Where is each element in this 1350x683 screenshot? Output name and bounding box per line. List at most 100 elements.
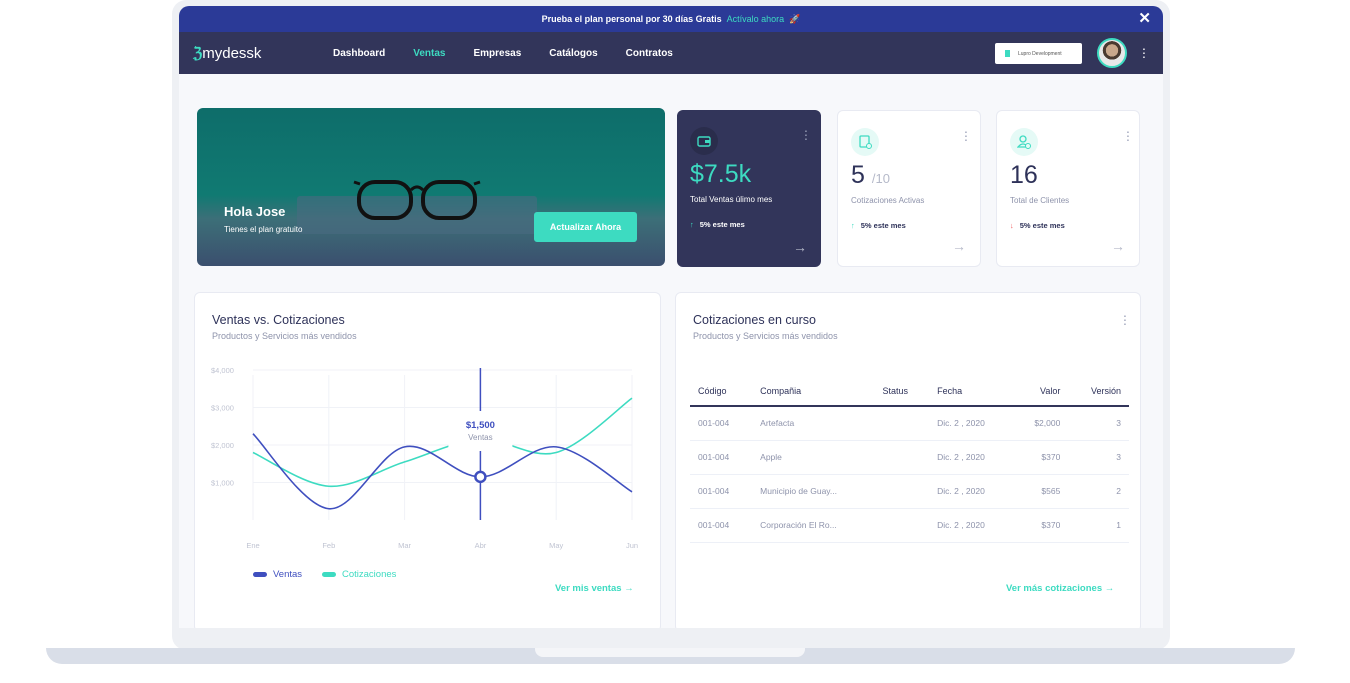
table-row[interactable]: 001-004 Artefacta Dic. 2 , 2020 $2,000 3	[690, 406, 1129, 441]
legend-item-ventas[interactable]: Ventas	[253, 569, 302, 580]
arrow-up-icon: ↑	[690, 220, 694, 229]
logo-mark: ℨ	[193, 45, 203, 62]
table-cell: Apple	[752, 440, 875, 475]
laptop-notch	[535, 648, 805, 657]
y-tick-label: $2,000	[211, 441, 234, 450]
table-row[interactable]: 001-004 Municipio de Guay... Dic. 2 , 2020…	[690, 474, 1129, 509]
panel-title: Ventas vs. Cotizaciones	[212, 313, 345, 327]
y-tick-label: $3,000	[211, 404, 234, 413]
user-icon	[1010, 128, 1038, 156]
y-tick-label: $4,000	[211, 366, 234, 375]
plan-text: Tienes el plan gratuito	[224, 225, 303, 234]
arrow-right-icon[interactable]: →	[1111, 238, 1125, 254]
table-cell: Dic. 2 , 2020	[929, 474, 1014, 509]
card-ventas: · · · $7.5k Total Ventas úlimo mes ↑ 5% est…	[677, 110, 821, 267]
legend-swatch	[322, 572, 336, 577]
table-cell: $2,000	[1013, 406, 1069, 441]
promo-banner: Prueba el plan personal por 30 días Grat…	[179, 6, 1163, 32]
greeting: Hola Jose	[224, 204, 286, 219]
card-label: Total Ventas úlimo mes	[690, 195, 773, 204]
x-tick-label: Abr	[475, 541, 487, 550]
card-trend: ↑ 5% este mes	[851, 221, 906, 230]
view-sales-link[interactable]: Ver mis ventas →	[555, 583, 634, 594]
close-icon[interactable]: ✕	[1138, 10, 1151, 27]
x-tick-label: Mar	[398, 541, 411, 550]
document-icon	[851, 128, 879, 156]
arrow-right-icon: →	[1104, 583, 1115, 594]
more-menu-icon[interactable]: · · ·	[1141, 40, 1147, 64]
series-line-cotizaciones	[252, 397, 633, 488]
card-label: Total de Clientes	[1010, 196, 1070, 205]
table-cell: 001-004	[690, 474, 753, 509]
col-header[interactable]: Fecha	[929, 377, 1014, 407]
quotes-table: Código Compañia Status Fecha Valor Versi…	[690, 377, 1129, 543]
arrow-down-icon: ↓	[1010, 221, 1014, 230]
org-selector[interactable]: Lupro Development	[995, 43, 1082, 64]
col-header[interactable]: Status	[874, 377, 930, 407]
welcome-banner: Hola Jose Tienes el plan gratuito Actual…	[197, 108, 665, 266]
col-header[interactable]: Valor	[1013, 377, 1069, 407]
nav-item-contratos[interactable]: Contratos	[625, 47, 673, 59]
series-line-ventas	[252, 433, 633, 510]
wallet-icon	[690, 127, 718, 155]
table-cell	[874, 406, 930, 441]
nav-item-catalogos[interactable]: Catálogos	[549, 47, 598, 59]
hover-point	[474, 470, 487, 484]
avatar[interactable]	[1097, 38, 1127, 68]
card-menu-icon[interactable]: · · ·	[803, 122, 809, 146]
nav-item-dashboard[interactable]: Dashboard	[333, 47, 386, 59]
x-tick-label: May	[549, 541, 563, 550]
view-quotes-link[interactable]: Ver más cotizaciones →	[1006, 583, 1115, 594]
legend-label: Ventas	[273, 569, 303, 580]
card-menu-icon[interactable]: · · ·	[963, 123, 969, 147]
logo[interactable]: ℨmydessk	[193, 44, 333, 62]
col-header[interactable]: Versión	[1068, 377, 1129, 407]
table-cell: 3	[1068, 440, 1129, 475]
card-value: 16	[1010, 161, 1038, 189]
table-cell: 2	[1068, 474, 1129, 509]
laptop-image	[297, 196, 537, 234]
panel-subtitle: Productos y Servicios más vendidos	[693, 331, 838, 341]
rocket-icon: 🚀	[789, 13, 801, 24]
table-cell	[874, 508, 930, 543]
line-chart[interactable]: $1,000 $2,000 $3,000 $4,000 Ene Feb Mar Abr May J…	[195, 363, 660, 623]
app-screen: Prueba el plan personal por 30 días Grat…	[179, 6, 1163, 628]
legend-item-cotizaciones[interactable]: Cotizaciones	[322, 569, 396, 580]
quotes-panel: Cotizaciones en curso Productos y Servic…	[675, 292, 1141, 628]
panel-menu-icon[interactable]: · · ·	[1122, 307, 1128, 331]
arrow-right-icon[interactable]: →	[952, 238, 966, 254]
arrow-right-icon: →	[624, 583, 634, 594]
nav-item-empresas[interactable]: Empresas	[473, 47, 522, 59]
logo-text: mydessk	[202, 45, 262, 62]
card-cotizaciones: · · · 5 /10 Cotizaciones Activas ↑ 5% este …	[837, 110, 981, 267]
table-cell: Dic. 2 , 2020	[929, 440, 1014, 475]
table-cell: Corporación El Ro...	[752, 508, 875, 543]
table-cell: 001-004	[690, 440, 753, 475]
panel-title: Cotizaciones en curso	[693, 313, 816, 327]
table-cell: Dic. 2 , 2020	[929, 508, 1014, 543]
legend-label: Cotizaciones	[342, 569, 397, 580]
table-cell: Dic. 2 , 2020	[929, 406, 1014, 441]
upgrade-button[interactable]: Actualizar Ahora	[534, 212, 637, 242]
col-header[interactable]: Código	[690, 377, 753, 407]
card-clientes: · · · 16 Total de Clientes ↓ 5% este mes →	[996, 110, 1140, 267]
table-cell: Municipio de Guay...	[752, 474, 875, 509]
table-row[interactable]: 001-004 Apple Dic. 2 , 2020 $370 3	[690, 440, 1129, 475]
nav-item-ventas[interactable]: Ventas	[413, 47, 446, 59]
table-cell: $370	[1013, 440, 1069, 475]
table-cell: $565	[1013, 474, 1069, 509]
x-tick-label: Ene	[246, 541, 259, 550]
promo-link[interactable]: Actívalo ahora	[726, 14, 785, 24]
top-nav: ℨmydessk Dashboard Ventas Empresas Catál…	[179, 32, 1163, 74]
table-cell: Artefacta	[752, 406, 875, 441]
table-cell: $370	[1013, 508, 1069, 543]
card-label: Cotizaciones Activas	[851, 196, 925, 205]
table-row[interactable]: 001-004 Corporación El Ro... Dic. 2 , 2020…	[690, 508, 1129, 543]
table-cell: 001-004	[690, 406, 753, 441]
card-menu-icon[interactable]: · · ·	[1125, 123, 1131, 147]
card-value: $7.5k	[690, 160, 752, 188]
table-cell: 001-004	[690, 508, 753, 543]
col-header[interactable]: Compañia	[752, 377, 875, 407]
card-trend: ↓ 5% este mes	[1010, 221, 1065, 230]
arrow-right-icon[interactable]: →	[793, 239, 807, 255]
